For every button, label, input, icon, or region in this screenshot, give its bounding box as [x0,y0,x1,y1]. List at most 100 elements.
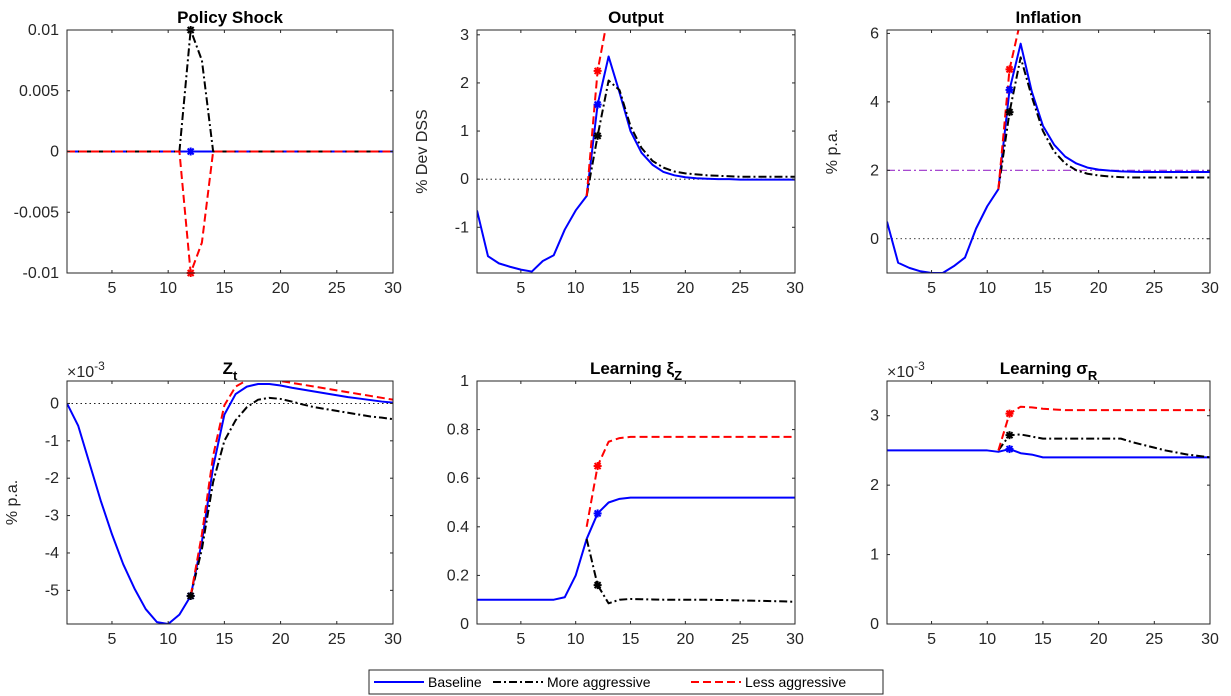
x-tick-label: 20 [1090,631,1108,648]
y-tick-label: 6 [870,25,879,42]
axes-box [66,380,394,625]
legend-label-less-aggressive: Less aggressive [745,674,846,690]
y-exponent-label: ×10-3 [67,359,105,381]
x-tick-label: 15 [215,280,233,297]
series-line-2 [189,381,393,597]
series-line-0 [477,496,795,601]
y-tick-label: -0.01 [23,265,60,282]
axes-box [886,380,1211,625]
x-tick-label: 5 [927,631,936,648]
x-tick-label: 10 [978,280,996,297]
panel-4: 5 10 15 20 25 30 -5 -4 -3 -2 -1 0 ×10-3 Zt % p.a. [4,359,402,648]
series-line-0 [477,55,795,273]
x-tick-label: 5 [927,280,936,297]
y-tick-label: -2 [45,470,59,487]
x-tick-label: 5 [516,631,525,648]
series-line-1 [189,396,393,597]
x-tick-label: 5 [108,631,117,648]
panel-title-output: Output [608,8,664,27]
series-marker-0 [593,100,602,109]
x-tick-label: 30 [786,280,804,297]
series-marker-2 [1005,65,1014,74]
series-line-0 [887,42,1210,273]
series-line-1 [997,433,1210,459]
y-tick-label: 0.01 [28,22,59,39]
panel-3: 5 10 15 20 25 30 0 2 4 6 Inflation % p.a. [824,8,1219,297]
x-tick-label: 25 [731,280,749,297]
x-tick-label: 25 [328,631,346,648]
legend-label-more-aggressive: More aggressive [547,674,651,690]
series-group [887,405,1210,459]
x-tick-label: 20 [272,280,290,297]
y-tick-label: 0.8 [447,422,469,439]
x-tick-label: 30 [786,631,804,648]
series-line-1 [585,538,795,605]
panel-2: 5 10 15 20 25 30 -1 0 1 2 3 Output % Dev DSS [414,8,804,297]
series-marker-1 [1005,108,1014,117]
y-tick-label: 2 [870,477,879,494]
series-marker-1 [593,581,602,590]
x-tick-label: 25 [731,631,749,648]
y-tick-label: 2 [870,162,879,179]
panel-title-learning: Learning σR [1000,359,1098,383]
y-tick-label: 2 [460,75,469,92]
series-marker-2 [593,66,602,75]
y-tick-label: 0.2 [447,567,469,584]
y-tick-label: -3 [45,508,59,525]
x-tick-label: 20 [1090,280,1108,297]
y-axis-label: % Dev DSS [414,109,431,193]
x-tick-label: 25 [328,280,346,297]
panel-title-inflation: Inflation [1015,8,1081,27]
y-tick-label: -0.005 [14,204,59,221]
y-tick-label: 0 [50,144,59,161]
series-line-2 [585,435,795,527]
x-tick-label: 10 [978,631,996,648]
y-axis-label: % p.a. [4,480,21,525]
y-tick-label: 0 [460,616,469,633]
y-tick-label: 0 [50,395,59,412]
y-tick-label: -1 [45,433,59,450]
legend: Baseline More aggressive Less aggressive [368,669,884,695]
series-marker-0 [186,147,195,156]
x-tick-label: 30 [384,631,402,648]
series-marker-1 [186,591,195,600]
series-marker-0 [1005,85,1014,94]
series-line-0 [887,448,1210,459]
axes-box [476,29,796,274]
panel-6: 5 10 15 20 25 30 0 1 2 3 ×10-3 Learning σR [870,359,1219,648]
y-tick-label: 4 [870,94,879,111]
x-tick-label: 15 [1034,280,1052,297]
y-tick-label: 0.6 [447,470,469,487]
x-tick-label: 30 [1201,631,1219,648]
axes-box [886,29,1211,274]
x-tick-label: 10 [567,280,585,297]
x-tick-label: 20 [676,280,694,297]
panel-title-learning: Learning ξZ [590,359,682,383]
panel-title-policy-shock: Policy Shock [177,8,283,27]
series-line-1 [585,79,795,197]
y-tick-label: 1 [460,123,469,140]
x-tick-label: 20 [272,631,290,648]
y-tick-label: 3 [460,27,469,44]
y-tick-label: 0 [870,231,879,248]
x-tick-label: 5 [516,280,525,297]
series-marker-1 [593,131,602,140]
panel-1: 5 10 15 20 25 30 -0.01 -0.005 0 0.005 0.01 Policy S… [14,8,402,297]
series-marker-0 [593,509,602,518]
x-tick-label: 10 [567,631,585,648]
series-line-0 [67,382,393,624]
axes-box [476,380,796,625]
plot-area [887,30,1210,273]
y-tick-label: 1 [460,373,469,390]
series-marker-2 [1005,409,1014,418]
y-tick-label: 0.005 [19,83,59,100]
y-tick-label: 0.4 [447,519,469,536]
series-line-1 [997,56,1210,190]
series-marker-0 [1005,445,1014,454]
plot-area [477,381,795,624]
series-group [477,435,795,605]
series-marker-2 [593,462,602,471]
y-tick-label: 0 [460,171,469,188]
y-tick-label: 0 [870,616,879,633]
